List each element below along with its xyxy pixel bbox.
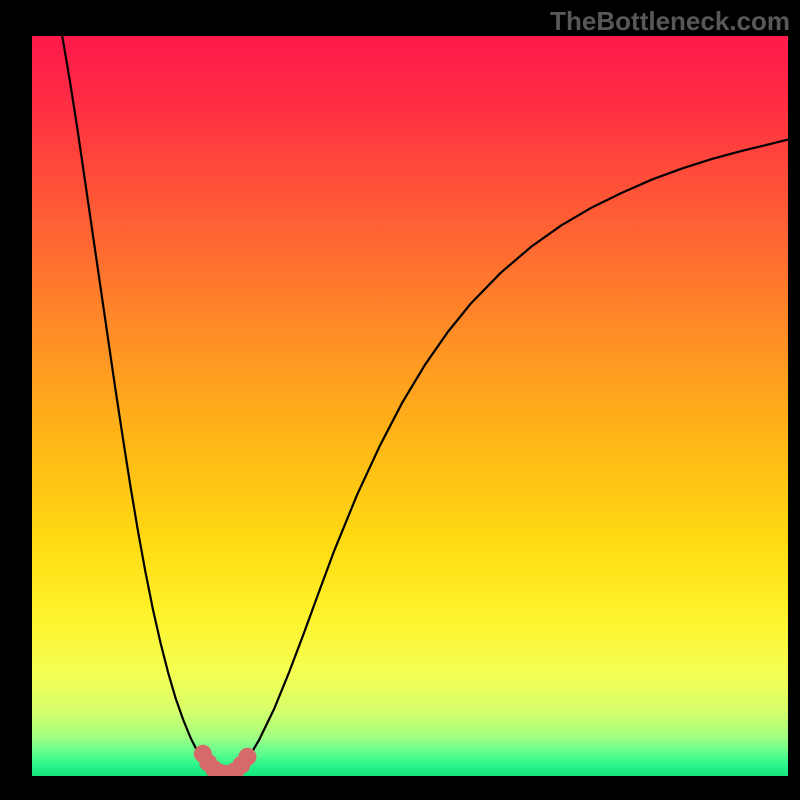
chart-svg (32, 36, 788, 776)
marker-point (238, 748, 256, 766)
plot-area (32, 36, 788, 776)
gradient-background (32, 36, 788, 776)
watermark-text: TheBottleneck.com (550, 6, 790, 37)
